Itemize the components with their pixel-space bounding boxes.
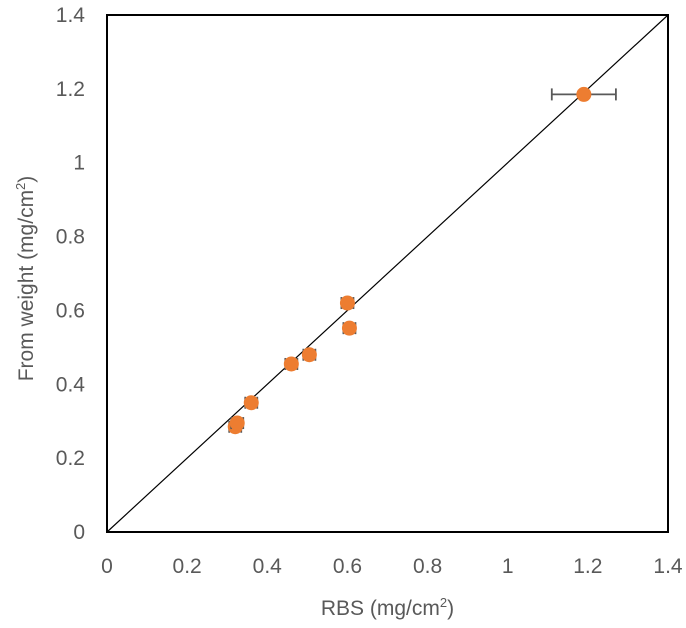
y-tick-labels: 0 0.2 0.4 0.6 0.8 1 1.2 1.4 (56, 4, 86, 544)
y-tick-label: 1 (73, 152, 85, 175)
data-point (283, 356, 299, 372)
y-tick-label: 0.8 (56, 226, 85, 249)
x-axis-title-close: ) (447, 597, 454, 620)
y-axis-title-main: From weight (mg/cm (15, 190, 38, 381)
y-tick-label: 0 (73, 521, 85, 544)
x-axis-title-superscript: 2 (440, 595, 447, 610)
data-point-group (243, 395, 259, 411)
x-tick-label: 1.2 (573, 555, 602, 578)
data-point-group (283, 356, 299, 372)
y-axis-title-superscript: 2 (13, 183, 28, 190)
y-axis-title-close: ) (15, 176, 38, 183)
data-point (341, 320, 357, 336)
x-axis-title: RBS (mg/cm2) (321, 595, 454, 620)
x-tick-labels: 0 0.2 0.4 0.6 0.8 1 1.2 1.4 (101, 555, 683, 578)
y-tick-label: 1.4 (56, 4, 86, 27)
y-tick-label: 1.2 (56, 78, 85, 101)
y-tick-label: 0.4 (56, 373, 86, 396)
y-tick-label: 0.2 (56, 447, 85, 470)
x-tick-label: 0 (101, 555, 113, 578)
data-point-group (229, 415, 245, 431)
plot-area (106, 14, 669, 533)
x-tick-label: 0.8 (413, 555, 442, 578)
y-axis-title: From weight (mg/cm2) (13, 176, 38, 382)
x-tick-label: 0.6 (333, 555, 362, 578)
data-point (301, 347, 317, 363)
x-tick-label: 0.2 (173, 555, 202, 578)
x-tick-label: 1.4 (653, 555, 683, 578)
x-tick-label: 0.4 (253, 555, 283, 578)
x-tick-label: 1 (502, 555, 514, 578)
data-point-group (550, 86, 617, 102)
plot-frame (106, 14, 669, 533)
x-axis-title-main: RBS (mg/cm (321, 597, 440, 620)
data-point-group (341, 320, 357, 336)
data-point (576, 86, 592, 102)
data-point (229, 415, 245, 431)
reference-line (106, 14, 669, 533)
data-point (339, 295, 355, 311)
y-tick-label: 0.6 (56, 299, 85, 322)
data-point (243, 395, 259, 411)
data-point-group (301, 347, 317, 363)
data-point-group (339, 295, 355, 311)
